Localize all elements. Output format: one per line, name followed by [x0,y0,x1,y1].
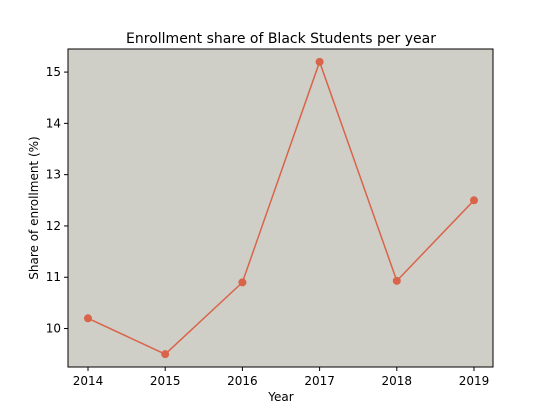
data-point [392,276,401,285]
data-point [470,196,478,205]
data-point [238,278,247,287]
series-layer [84,57,478,359]
data-point [84,314,92,323]
y-tick-label: 13 [46,168,61,182]
x-tick-label: 2016 [227,374,258,388]
x-axis: 2014 2015 2016 2017 2018 2019 [73,367,490,388]
plot-area [67,48,494,368]
y-tick-label: 14 [46,116,61,130]
y-axis-label: Share of enrollment (%) [27,136,41,279]
y-tick-label: 12 [46,219,61,233]
x-tick-label: 2015 [150,374,181,388]
y-tick-label: 11 [46,270,61,284]
x-tick-label: 2018 [382,374,413,388]
data-point [315,57,324,66]
y-tick-label: 15 [46,65,61,79]
x-tick-label: 2017 [304,374,335,388]
x-axis-label: Year [267,390,293,404]
x-tick-label: 2014 [73,374,104,388]
x-tick-label: 2019 [459,374,490,388]
series-line [87,59,475,356]
y-axis: 10 11 12 13 14 15 [46,65,68,336]
data-point [161,350,170,359]
chart-title: Enrollment share of Black Students per y… [126,31,436,47]
y-tick-label: 10 [46,322,61,336]
